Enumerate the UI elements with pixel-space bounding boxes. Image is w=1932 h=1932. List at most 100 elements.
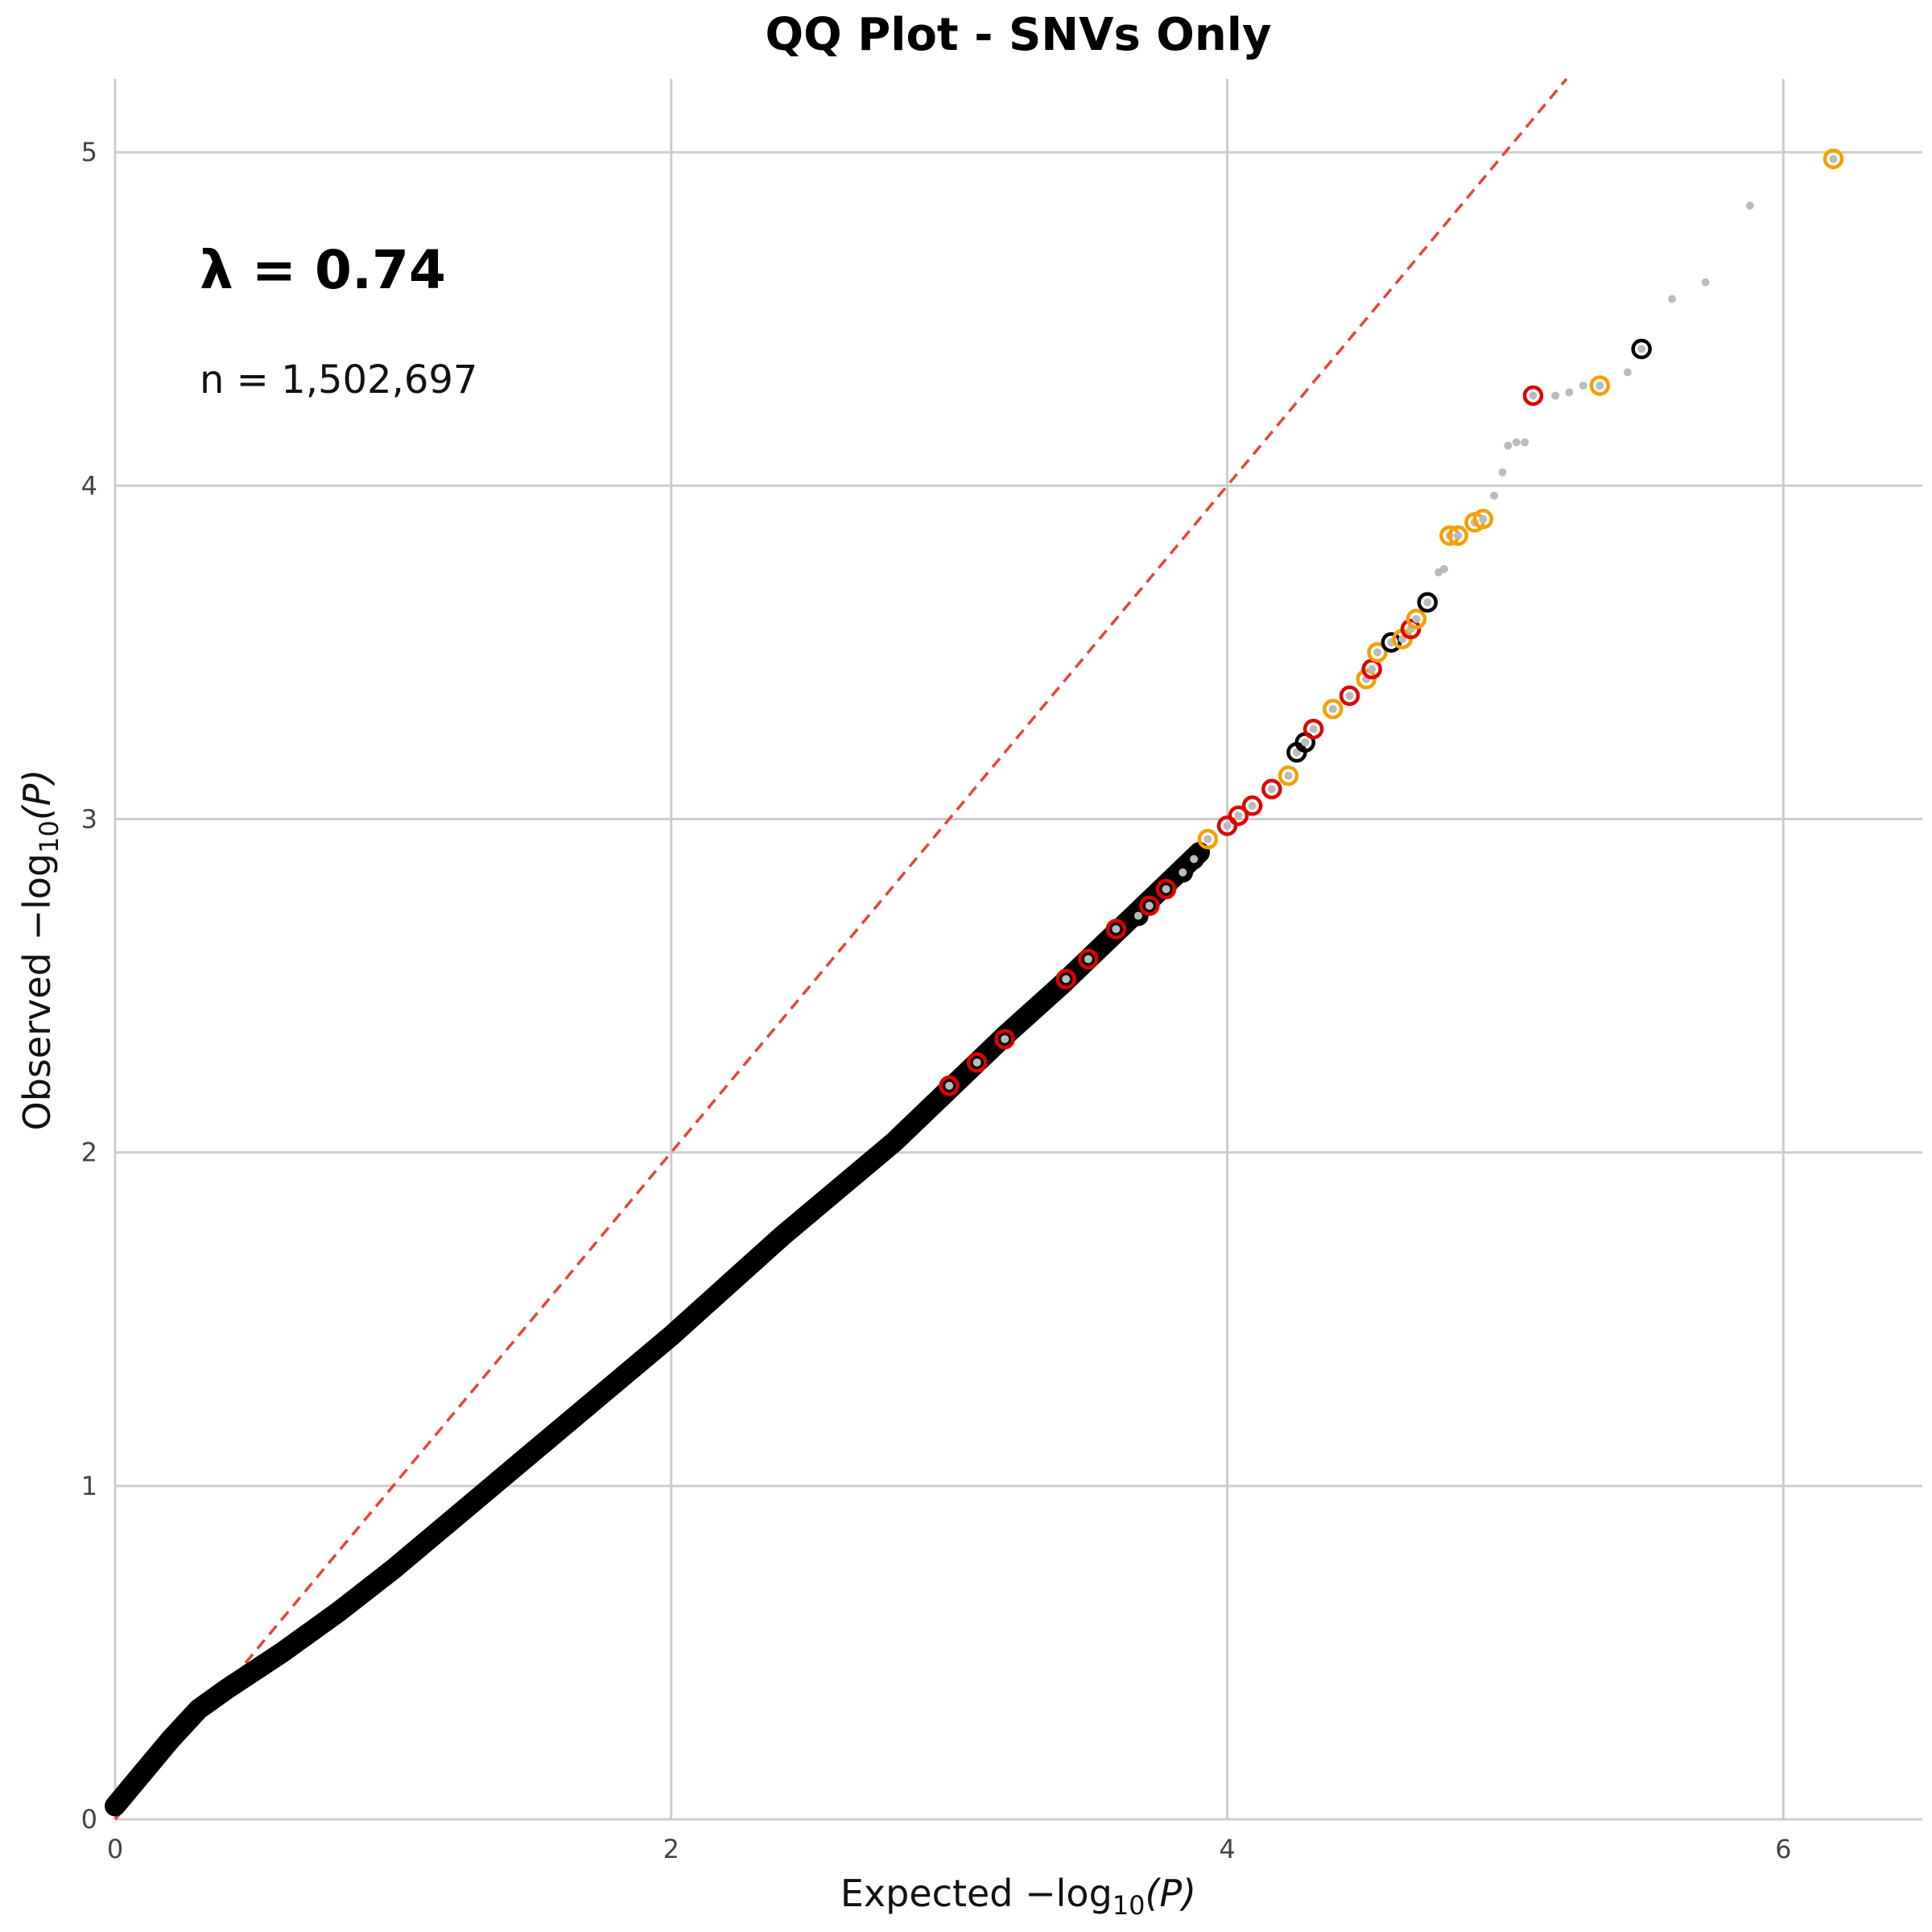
highlight-point-orange (1589, 375, 1611, 396)
highlight-point-red (1228, 805, 1249, 827)
highlight-point-core (1423, 598, 1432, 607)
highlight-point-core (1203, 835, 1212, 844)
highlight-point-core (1267, 785, 1276, 794)
highlight-point-core (1479, 514, 1488, 523)
x-tick-label: 6 (1775, 1834, 1791, 1864)
gray-point (1439, 564, 1448, 573)
reference-line (114, 77, 1568, 1821)
highlight-point-red (1216, 815, 1238, 836)
highlight-point-core (1301, 738, 1310, 747)
highlight-point-red (1261, 778, 1282, 799)
bulk-points-curve (105, 841, 1210, 1817)
highlight-point-black (1128, 905, 1149, 927)
highlight-point-red (1339, 685, 1360, 706)
highlight-point-core (1596, 382, 1604, 390)
gray-point (1498, 468, 1507, 477)
highlight-point-black (1172, 861, 1194, 883)
highlight-point-core (1145, 902, 1154, 910)
gray-point (1565, 388, 1574, 397)
chart-title: QQ Plot - SNVs Only (766, 9, 1272, 61)
gray-point (1551, 391, 1560, 400)
highlight-point-core (1084, 955, 1092, 964)
highlight-point-orange (1447, 525, 1468, 547)
highlight-point-orange (1323, 699, 1344, 720)
highlight-point-core (1179, 868, 1187, 877)
highlight-point-core (1829, 155, 1838, 163)
y-tick-label: 4 (81, 470, 97, 501)
highlight-point-red (1522, 385, 1544, 407)
highlight-point-orange (1367, 642, 1388, 663)
highlight-point-core (1162, 885, 1170, 894)
highlight-point-core (1112, 925, 1121, 934)
count-annotation: n = 1,502,697 (200, 357, 477, 402)
highlight-point-black (1631, 338, 1652, 360)
highlight-point-black (1183, 848, 1204, 869)
y-axis-label: Observed −log10(P) (15, 770, 64, 1131)
highlight-point-core (1190, 855, 1199, 864)
x-axis-label: Expected −log10(P) (840, 1872, 1196, 1921)
highlight-point-core (1368, 665, 1377, 674)
highlight-point-black (1381, 632, 1402, 653)
highlight-point-core (972, 1058, 981, 1067)
highlight-point-orange (1197, 828, 1219, 850)
gray-point (1521, 438, 1530, 447)
highlight-point-orange (1472, 508, 1494, 530)
gray-point (1490, 491, 1499, 500)
highlight-point-red (1400, 618, 1422, 640)
gray-points (1435, 201, 1754, 576)
highlight-point-core (1284, 771, 1293, 780)
gray-point (1623, 368, 1632, 377)
y-tick-label: 5 (81, 137, 97, 167)
y-tick-label: 0 (81, 1804, 97, 1835)
y-tick-label: 3 (81, 803, 97, 834)
x-tick-label: 2 (663, 1834, 679, 1864)
highlight-point-core (1223, 821, 1232, 830)
highlight-point-core (1134, 911, 1143, 920)
highlight-point-orange (1356, 668, 1377, 690)
highlight-point-red (939, 1075, 960, 1096)
gray-point (1504, 441, 1513, 450)
x-tick-label: 0 (107, 1834, 123, 1864)
highlight-point-core (1373, 648, 1382, 657)
reference-line-path (114, 77, 1568, 1821)
x-tick-label: 4 (1219, 1834, 1235, 1864)
highlight-point-orange (1278, 765, 1299, 786)
highlight-point-red (1241, 795, 1263, 816)
highlight-point-orange (1406, 609, 1427, 630)
lambda-annotation: λ = 0.74 (200, 239, 446, 301)
gray-point (1701, 278, 1710, 287)
gray-point (1745, 201, 1754, 210)
tick-labels: 0 2 4 6 0 1 2 3 4 5 (81, 137, 1792, 1864)
highlight-point-core (1328, 704, 1337, 713)
data-curve (105, 841, 1210, 1817)
highlight-point-red (1078, 948, 1099, 970)
highlight-point-core (1062, 975, 1071, 984)
highlight-point-red (994, 1029, 1015, 1050)
highlight-point-core (1454, 531, 1463, 540)
highlight-point-red (966, 1052, 988, 1073)
gray-point (1512, 438, 1521, 447)
highlight-point-core (1637, 345, 1646, 353)
highlight-point-red (1055, 968, 1076, 990)
highlight-point-core (1412, 614, 1421, 623)
grid (114, 79, 1922, 1821)
highlight-point-red (1155, 878, 1177, 900)
highlight-point-black (1417, 592, 1438, 613)
highlight-point-core (1234, 811, 1243, 820)
highlight-point-red (1105, 919, 1127, 939)
highlight-point-red (1139, 895, 1160, 916)
highlight-point-orange (1823, 148, 1844, 170)
highlighted-points (939, 148, 1844, 1096)
y-tick-label: 1 (81, 1471, 97, 1501)
highlight-point-core (1309, 724, 1318, 733)
highlight-point-core (945, 1081, 954, 1090)
gray-point (1579, 382, 1587, 390)
y-tick-label: 2 (81, 1137, 97, 1168)
highlight-point-core (1248, 801, 1257, 810)
highlight-point-core (1529, 391, 1538, 400)
highlight-point-red (1302, 718, 1324, 740)
highlight-point-core (1001, 1034, 1009, 1043)
gray-point (1668, 295, 1677, 303)
highlight-point-core (1345, 691, 1354, 700)
